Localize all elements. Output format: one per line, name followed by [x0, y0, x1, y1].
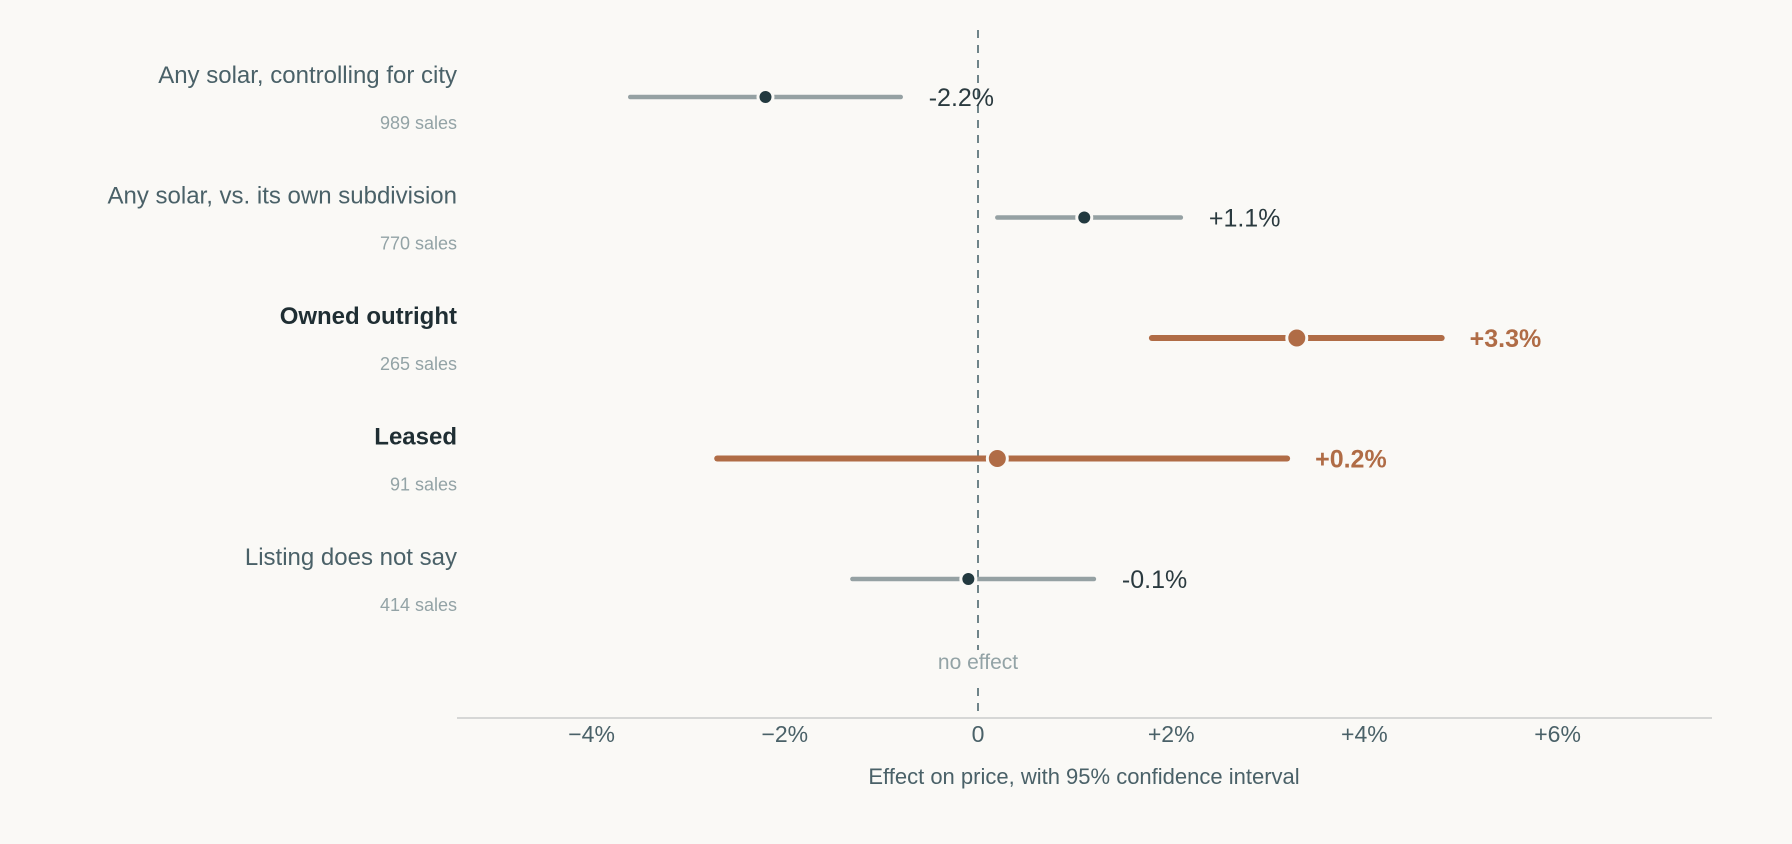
estimate-value-label: +1.1% — [1209, 205, 1281, 233]
estimate-value-label: +3.3% — [1470, 325, 1542, 353]
x-tick-label: 0 — [972, 721, 985, 747]
estimate-value-label: -0.1% — [1122, 566, 1187, 594]
x-axis-title: Effect on price, with 95% confidence int… — [868, 764, 1299, 789]
row-sample-size: 770 sales — [380, 234, 457, 254]
estimate-value-label: +0.2% — [1315, 446, 1387, 474]
x-tick-label: −4% — [568, 721, 615, 747]
x-tick-label: +2% — [1148, 721, 1195, 747]
estimate-dot — [1075, 208, 1094, 227]
row-label: Leased — [374, 424, 457, 451]
row-sample-size: 414 sales — [380, 595, 457, 615]
x-tick-label: +6% — [1534, 721, 1581, 747]
row-sample-size: 91 sales — [390, 475, 457, 495]
estimate-dot — [985, 447, 1009, 470]
estimate-dot — [959, 570, 978, 588]
row-label: Any solar, vs. its own subdivision — [108, 183, 458, 210]
row-label: Listing does not say — [245, 544, 457, 571]
row-label: Owned outright — [280, 303, 457, 330]
row-sample-size: 265 sales — [380, 354, 457, 374]
x-tick-label: +4% — [1341, 721, 1388, 747]
x-ticks-group: −4% −2% 0 +2% +4% +6% — [568, 721, 1581, 747]
x-tick-label: −2% — [761, 721, 808, 747]
estimate-dot — [1285, 326, 1309, 350]
rows-group: Any solar, controlling for city 989 sales… — [108, 62, 1542, 615]
row-label: Any solar, controlling for city — [158, 62, 457, 89]
estimate-value-label: -2.2% — [929, 84, 994, 112]
zero-line-label: no effect — [938, 651, 1018, 674]
estimate-dot — [756, 88, 775, 106]
row-sample-size: 989 sales — [380, 113, 457, 133]
